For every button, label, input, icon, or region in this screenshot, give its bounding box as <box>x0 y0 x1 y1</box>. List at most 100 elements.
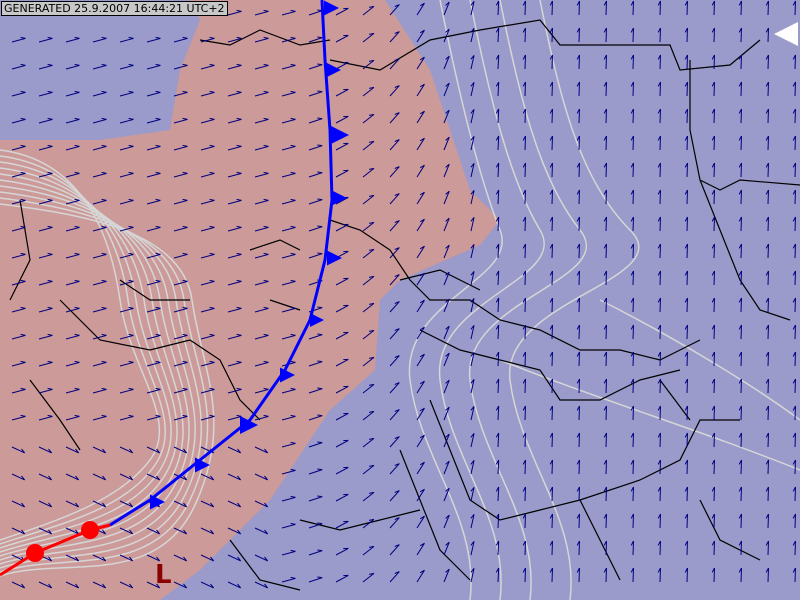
wind-arrow <box>603 270 607 286</box>
wind-arrow <box>92 90 107 97</box>
wind-arrow <box>92 360 107 367</box>
wind-arrow <box>254 36 269 43</box>
wind-arrow <box>684 108 688 124</box>
wind-arrow <box>146 252 161 259</box>
wind-arrow <box>470 108 475 124</box>
wind-arrow <box>281 279 296 286</box>
wind-arrow <box>308 198 323 205</box>
wind-arrow <box>146 473 161 481</box>
wind-arrow <box>200 63 215 70</box>
wind-arrow <box>792 81 796 97</box>
wind-arrow <box>173 527 188 535</box>
isoline <box>469 0 588 600</box>
wind-arrow <box>362 32 375 43</box>
wind-arrow <box>281 63 296 70</box>
wind-arrow <box>119 446 134 454</box>
wind-arrow <box>362 140 375 151</box>
wind-arrow <box>281 171 296 178</box>
wind-arrow <box>765 270 769 286</box>
wind-arrow <box>92 446 107 454</box>
wind-arrow <box>308 360 323 367</box>
wind-arrow <box>65 36 80 43</box>
wind-arrow <box>443 136 450 151</box>
wind-arrow <box>254 581 269 589</box>
wind-arrow <box>173 252 188 259</box>
wind-arrow <box>603 135 607 151</box>
wind-arrow <box>173 279 188 286</box>
wind-arrow <box>416 380 425 394</box>
wind-arrow <box>65 360 80 367</box>
wind-arrow <box>308 144 323 151</box>
wind-arrow <box>630 108 634 124</box>
wind-arrow <box>281 441 296 448</box>
wind-arrow <box>146 117 161 124</box>
wind-arrow <box>11 414 26 421</box>
cold-front-triangle <box>326 62 341 78</box>
wind-arrow <box>792 486 796 502</box>
triangle-left-icon[interactable] <box>774 22 798 46</box>
wind-arrow <box>362 221 375 232</box>
wind-arrow <box>549 54 553 70</box>
wind-arrow <box>549 378 553 394</box>
wind-arrow <box>38 225 53 232</box>
wind-arrow <box>443 1 450 16</box>
wind-arrow <box>576 459 580 475</box>
wind-arrow <box>92 171 107 178</box>
wind-arrow <box>38 144 53 151</box>
wind-arrow <box>173 360 188 367</box>
wind-arrow <box>173 144 188 151</box>
wind-arrow <box>65 252 80 259</box>
warm-air-region <box>0 0 500 600</box>
wind-arrow <box>684 297 688 313</box>
wind-arrow <box>281 198 296 205</box>
wind-arrow <box>549 135 553 151</box>
wind-arrow <box>38 279 53 286</box>
wind-arrow <box>738 108 742 124</box>
wind-arrow <box>362 113 375 124</box>
wind-arrow <box>603 0 607 16</box>
wind-arrow <box>495 189 500 205</box>
wind-arrow <box>119 36 134 43</box>
wind-arrow <box>146 414 161 421</box>
wind-arrow <box>227 252 242 259</box>
wind-arrow <box>684 216 688 232</box>
wind-arrow <box>765 27 769 43</box>
wind-arrow <box>630 324 634 340</box>
wind-arrow <box>389 274 400 286</box>
wind-arrow <box>630 513 634 529</box>
wind-arrow <box>389 355 400 367</box>
wind-arrow <box>11 387 26 394</box>
wind-arrow <box>657 81 661 97</box>
wind-arrow <box>227 387 242 394</box>
wind-arrow <box>603 324 607 340</box>
wind-arrow <box>495 459 500 475</box>
wind-arrow <box>765 567 769 583</box>
wind-arrow <box>173 36 188 43</box>
wind-arrow <box>495 486 500 502</box>
wind-arrow <box>765 81 769 97</box>
wind-arrow <box>146 171 161 178</box>
wind-arrow <box>765 324 769 340</box>
wind-arrow <box>119 387 134 394</box>
wind-arrow <box>389 571 400 583</box>
wind-arrow <box>443 271 450 286</box>
wind-arrow <box>522 216 526 232</box>
wind-arrow <box>119 198 134 205</box>
wind-arrow <box>335 547 349 556</box>
wind-arrow <box>200 527 215 535</box>
wind-arrow <box>362 545 375 556</box>
wind-arrow <box>495 270 500 286</box>
wind-arrow <box>630 54 634 70</box>
wind-arrow <box>792 297 796 313</box>
wind-arrow <box>389 139 400 151</box>
wind-arrow <box>630 459 634 475</box>
wind-arrow <box>146 63 161 70</box>
wind-arrow <box>603 432 607 448</box>
wind-arrow <box>549 189 553 205</box>
wind-arrow <box>254 225 269 232</box>
wind-arrow <box>281 387 296 394</box>
wind-arrow <box>254 306 269 313</box>
wind-arrow <box>308 414 323 421</box>
wind-arrow <box>416 272 425 286</box>
wind-arrow <box>65 387 80 394</box>
